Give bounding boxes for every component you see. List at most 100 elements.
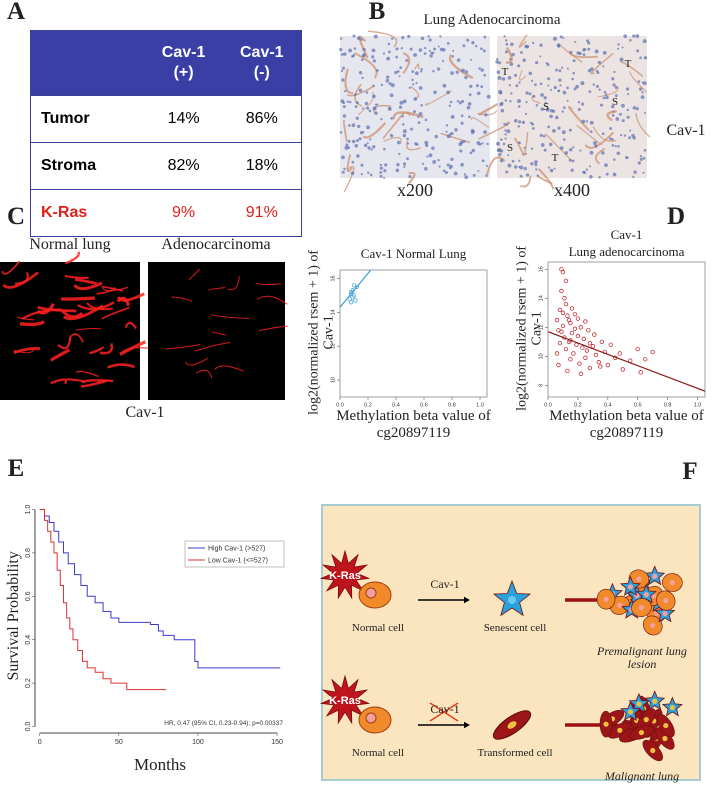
y-tick-label: 0.6 [25, 591, 32, 601]
nucleus [423, 166, 428, 171]
nucleus [428, 49, 431, 53]
nucleus [561, 130, 566, 135]
fluorescence-signal [165, 344, 201, 350]
nucleus [452, 49, 455, 52]
cell-nucleus [508, 596, 516, 604]
panel-letter: D [666, 203, 686, 230]
cell-nucleus [636, 576, 642, 582]
nucleus [396, 70, 400, 73]
x-tick-label: 0.6 [634, 403, 642, 409]
stain-fiber [343, 165, 355, 193]
nucleus [466, 38, 470, 42]
stain-fiber [414, 63, 420, 70]
point [571, 351, 576, 356]
nucleus [616, 151, 621, 156]
nucleus [577, 101, 581, 104]
nucleus [535, 168, 538, 171]
legend-frame [184, 540, 285, 568]
point [559, 288, 564, 294]
nucleus [643, 56, 648, 60]
x-tick-label: 0.2 [364, 403, 372, 409]
x-tick-label: 1.0 [476, 403, 484, 409]
nucleus [547, 77, 551, 81]
nucleus [611, 104, 615, 109]
nucleus [380, 83, 384, 87]
nucleus [339, 131, 343, 134]
nucleus [374, 111, 378, 115]
nucleus [432, 69, 435, 73]
nucleus [476, 91, 481, 96]
nucleus [518, 159, 521, 162]
nucleus [460, 162, 464, 167]
nucleus [605, 172, 609, 176]
point [568, 357, 573, 362]
nucleus [534, 163, 538, 167]
nucleus [355, 101, 359, 105]
nucleus [517, 125, 521, 128]
nucleus [458, 101, 462, 105]
nucleus [411, 70, 415, 73]
nucleus [340, 53, 344, 56]
nucleus [573, 87, 577, 91]
nucleus [478, 67, 481, 70]
fluorescence-signal [124, 321, 138, 330]
cell-nucleus [507, 721, 517, 729]
stain-fiber [592, 126, 617, 142]
nucleus [587, 41, 591, 45]
nucleus [372, 94, 376, 99]
nucleus [413, 53, 417, 57]
nucleus [566, 99, 569, 102]
nucleus [346, 100, 350, 103]
nucleus [635, 107, 639, 111]
nucleus [450, 115, 455, 119]
nucleus [357, 124, 361, 129]
nucleus [437, 45, 440, 48]
point [351, 293, 357, 298]
nucleus [344, 90, 347, 93]
header-text: Cav-1 [240, 44, 284, 61]
nucleus [523, 146, 526, 149]
nucleus [463, 173, 467, 176]
fluorescence-signal [19, 320, 46, 327]
fluorescence-signal [117, 292, 145, 302]
nucleus [471, 148, 476, 153]
stain-fiber [346, 85, 375, 97]
cell-nucleus [652, 573, 658, 579]
nucleus [477, 169, 480, 172]
stain-fiber [478, 121, 511, 140]
nucleus [376, 69, 379, 72]
fluorescence-signal [196, 369, 213, 379]
cell-nucleus [669, 704, 675, 711]
nucleus [390, 83, 395, 88]
nucleus [626, 108, 629, 112]
oncogene-label: K-Ras [329, 570, 361, 582]
cell: 18% [222, 142, 302, 190]
nucleus [379, 174, 383, 178]
nucleus [555, 115, 559, 120]
caption: Normal lung [29, 236, 111, 253]
point [578, 371, 584, 376]
nucleus [390, 37, 394, 40]
nucleus [420, 70, 423, 73]
nucleus [420, 36, 425, 41]
fluorescence-signal [73, 281, 103, 291]
nucleus [462, 44, 466, 48]
y-tick-label: 16 [538, 266, 544, 272]
nucleus [401, 115, 404, 118]
nucleus [534, 160, 538, 164]
x-tick-label: 0.2 [574, 403, 582, 409]
nucleus [589, 130, 593, 134]
nucleus [532, 94, 536, 98]
nucleus [464, 175, 469, 180]
nucleus [342, 114, 347, 118]
nucleus [589, 174, 593, 179]
nucleus [562, 90, 567, 95]
chart-subtitle: Lung adenocarcinoma [568, 244, 685, 259]
nucleus [597, 60, 602, 65]
nucleus [470, 58, 473, 61]
region-label: S [542, 101, 550, 113]
nucleus [450, 157, 454, 162]
y-tick-label: 0.8 [25, 548, 32, 558]
nucleus [371, 55, 375, 59]
point [569, 306, 575, 311]
